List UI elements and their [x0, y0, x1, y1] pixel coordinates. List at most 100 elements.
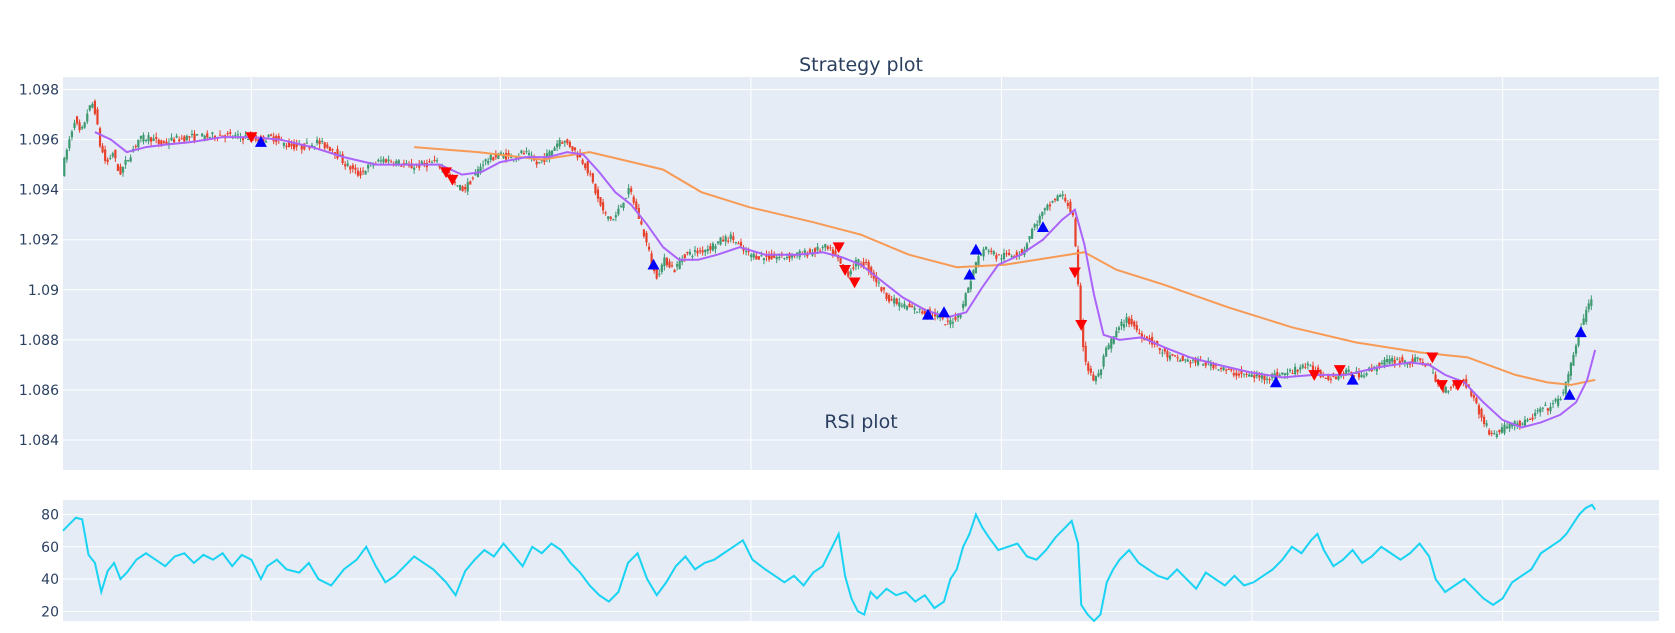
- sell-signal-marker: [1068, 267, 1081, 279]
- candle-body: [1250, 374, 1253, 377]
- candle-body: [895, 298, 898, 304]
- candle-body: [1005, 253, 1008, 255]
- candle-body: [624, 197, 628, 199]
- candle-body: [913, 307, 916, 310]
- candle-body: [1089, 368, 1092, 373]
- candle-body: [790, 254, 794, 258]
- candle-body: [1383, 359, 1386, 366]
- candle-body: [1245, 373, 1248, 375]
- candle-body: [1092, 374, 1095, 381]
- candle-body: [964, 293, 967, 306]
- candle-body: [395, 160, 398, 165]
- candle-body: [1498, 429, 1501, 432]
- candle-body: [923, 309, 926, 315]
- candle-body: [1020, 249, 1023, 254]
- candle-body: [83, 122, 86, 128]
- candle-body: [139, 135, 142, 139]
- candle-body: [1179, 360, 1182, 362]
- candle-body: [568, 142, 571, 147]
- candle-body: [142, 134, 145, 142]
- candle-body: [918, 308, 921, 310]
- candle-body: [387, 159, 390, 162]
- candle-body: [464, 187, 467, 190]
- candle-body: [1051, 200, 1054, 203]
- candle-body: [1360, 374, 1363, 378]
- strategy-y-tick-label: 1.086: [19, 383, 59, 399]
- candle-body: [203, 135, 206, 140]
- candle-body: [331, 149, 334, 151]
- candle-body: [1069, 201, 1072, 213]
- candle-body: [162, 141, 165, 143]
- candle-body: [341, 154, 344, 164]
- candle-body: [550, 150, 554, 157]
- candle-body: [719, 237, 722, 245]
- candle-body: [86, 113, 89, 122]
- candle-body: [584, 163, 587, 169]
- candle-body: [951, 322, 955, 324]
- candle-body: [709, 246, 712, 250]
- candle-body: [1362, 375, 1366, 377]
- candle-body: [1564, 381, 1567, 394]
- candle-body: [428, 161, 431, 163]
- buy-signal-marker: [937, 306, 950, 318]
- candle-body: [1539, 408, 1542, 413]
- rsi-y-tick-label: 40: [41, 572, 59, 588]
- candle-body: [1002, 253, 1006, 260]
- candle-body: [1235, 372, 1238, 376]
- candle-body: [665, 258, 669, 266]
- candle-body: [676, 263, 679, 267]
- candle-body: [75, 116, 79, 124]
- candle-body: [1582, 318, 1585, 325]
- candle-body: [1304, 366, 1307, 368]
- candle-body: [847, 271, 850, 277]
- candle-body: [155, 136, 158, 139]
- candle-body: [977, 256, 980, 267]
- candle-body: [880, 287, 883, 291]
- candle-body: [614, 215, 617, 218]
- candle-body: [1411, 358, 1414, 363]
- buy-signal-marker: [1269, 376, 1282, 388]
- candle-body: [1161, 352, 1164, 354]
- candle-body: [466, 182, 469, 192]
- strategy-y-tick-label: 1.094: [19, 183, 59, 199]
- candle-body: [1375, 367, 1378, 372]
- candle-body: [816, 246, 819, 251]
- sell-signal-marker: [1333, 365, 1346, 376]
- candle-body: [1163, 348, 1166, 352]
- candle-body: [765, 254, 768, 257]
- candle-body: [170, 137, 173, 141]
- candle-body: [806, 253, 809, 257]
- candle-body: [601, 202, 605, 211]
- candle-body: [208, 137, 211, 139]
- candle-body: [1291, 372, 1294, 374]
- candle-body: [535, 161, 538, 165]
- candle-body: [1184, 359, 1187, 361]
- candle-body: [134, 146, 137, 148]
- candle-body: [229, 132, 232, 134]
- candle-body: [300, 145, 303, 150]
- candle-body: [1043, 208, 1046, 211]
- candle-body: [1516, 423, 1519, 426]
- candle-body: [193, 133, 196, 141]
- candle-body: [1128, 318, 1131, 325]
- candle-body: [1015, 252, 1018, 257]
- candle-body: [699, 250, 702, 252]
- candle-body: [1008, 252, 1011, 256]
- candle-body: [1419, 358, 1422, 361]
- candle-body: [589, 173, 592, 175]
- candle-body: [1013, 255, 1016, 258]
- candle-body: [905, 306, 909, 310]
- candle-body: [972, 270, 975, 278]
- candle-body: [1214, 364, 1218, 366]
- candle-body: [1041, 211, 1044, 217]
- candle-body: [234, 135, 237, 137]
- buy-signal-marker: [1574, 326, 1587, 338]
- strategy-signal-markers: [245, 132, 1587, 400]
- candle-body: [1258, 375, 1261, 378]
- candle-body: [808, 249, 812, 254]
- candle-body: [632, 196, 635, 203]
- candle-body: [1557, 398, 1560, 406]
- candle-body: [1219, 367, 1223, 369]
- candle-body: [865, 261, 868, 263]
